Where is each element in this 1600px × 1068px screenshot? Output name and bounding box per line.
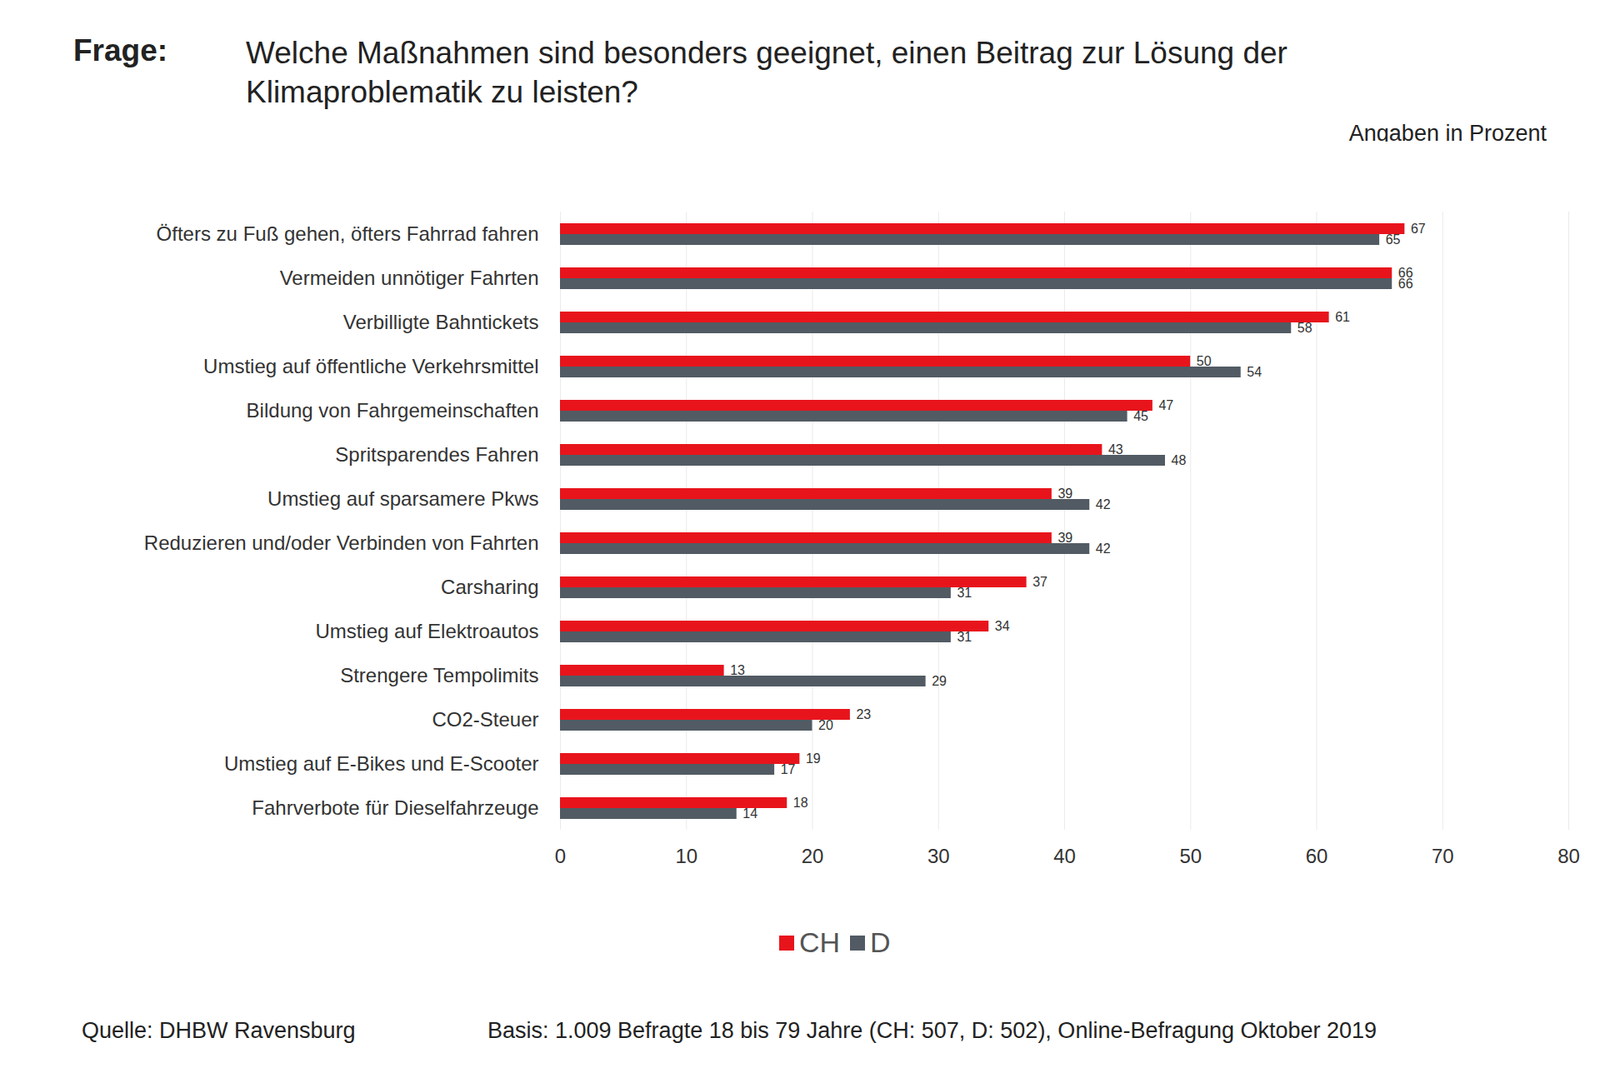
svg-text:Fahrverbote für Dieselfahrzeug: Fahrverbote für Dieselfahrzeuge [251,796,539,820]
svg-text:20: 20 [818,718,834,733]
html-text:Angaben in Prozent: Angaben in Prozent [1349,120,1547,146]
svg-text:Verbilligte Bahntickets: Verbilligte Bahntickets [343,310,540,334]
svg-text:42: 42 [1095,541,1111,556]
svg-text:34: 34 [995,619,1010,634]
svg-text:65: 65 [1385,232,1401,247]
svg-text:43: 43 [1108,442,1124,457]
html-text:CH: CH [799,926,841,959]
html-text:D: D [870,926,891,959]
svg-text:Umstieg auf E-Bikes und E-Scoo: Umstieg auf E-Bikes und E-Scooter [224,752,540,775]
html-text:Basis: 1.009 Befragte 18 bis 7: Basis: 1.009 Befragte 18 bis 79 Jahre (C… [487,1018,1377,1044]
svg-text:80: 80 [1557,845,1580,868]
svg-text:58: 58 [1297,320,1313,335]
svg-text:Umstieg auf öffentliche Verkeh: Umstieg auf öffentliche Verkehrsmittel [203,355,539,378]
svg-text:29: 29 [931,674,947,689]
svg-text:54: 54 [1246,365,1262,380]
svg-text:10: 10 [675,845,698,868]
svg-text:17: 17 [780,762,796,777]
svg-text:47: 47 [1158,398,1174,413]
svg-text:37: 37 [1032,575,1048,590]
svg-text:60: 60 [1305,845,1329,868]
svg-text:0: 0 [555,845,566,868]
svg-text:31: 31 [956,585,972,600]
svg-text:Umstieg auf sparsamere Pkws: Umstieg auf sparsamere Pkws [267,487,539,510]
svg-text:50: 50 [1179,845,1202,868]
svg-text:18: 18 [793,795,809,810]
html-text:Quelle: DHBW Ravensburg: Quelle: DHBW Ravensburg [81,1018,356,1044]
svg-text:Reduzieren und/oder Verbinden: Reduzieren und/oder Verbinden von Fahrte… [144,531,540,555]
svg-text:Carsharing: Carsharing [440,575,539,599]
svg-text:45: 45 [1133,409,1149,424]
svg-text:42: 42 [1095,497,1111,512]
svg-text:14: 14 [742,806,758,821]
svg-text:66: 66 [1398,276,1414,291]
svg-text:Bildung von Fahrgemeinschaften: Bildung von Fahrgemeinschaften [246,399,540,422]
html-text:Welche Maßnahmen sind besonder: Welche Maßnahmen sind besonders geeignet… [245,35,1288,110]
svg-text:Strengere Tempolimits: Strengere Tempolimits [340,664,539,687]
svg-text:31: 31 [956,630,972,645]
svg-text:CO2-Steuer: CO2-Steuer [431,708,539,731]
svg-text:Vermeiden unnötiger Fahrten: Vermeiden unnötiger Fahrten [280,266,540,290]
svg-text:50: 50 [1196,354,1212,369]
svg-text:70: 70 [1431,845,1455,868]
svg-text:67: 67 [1410,221,1426,236]
svg-text:39: 39 [1057,530,1073,545]
svg-text:Umstieg auf Elektroautos: Umstieg auf Elektroautos [315,620,539,643]
svg-text:19: 19 [805,751,821,766]
svg-text:20: 20 [801,845,825,868]
svg-text:13: 13 [730,663,745,678]
html-text:Frage:: Frage: [73,33,168,68]
svg-text:Spritsparendes Fahren: Spritsparendes Fahren [335,443,539,466]
svg-text:30: 30 [927,845,950,868]
svg-text:23: 23 [855,707,871,722]
svg-text:Öfters zu Fuß gehen, öfters Fa: Öfters zu Fuß gehen, öfters Fahrrad fahr… [156,222,540,245]
svg-text:66: 66 [1398,265,1413,281]
svg-text:39: 39 [1057,486,1073,501]
svg-text:40: 40 [1053,845,1076,868]
svg-text:48: 48 [1171,453,1187,468]
svg-text:61: 61 [1335,310,1350,325]
